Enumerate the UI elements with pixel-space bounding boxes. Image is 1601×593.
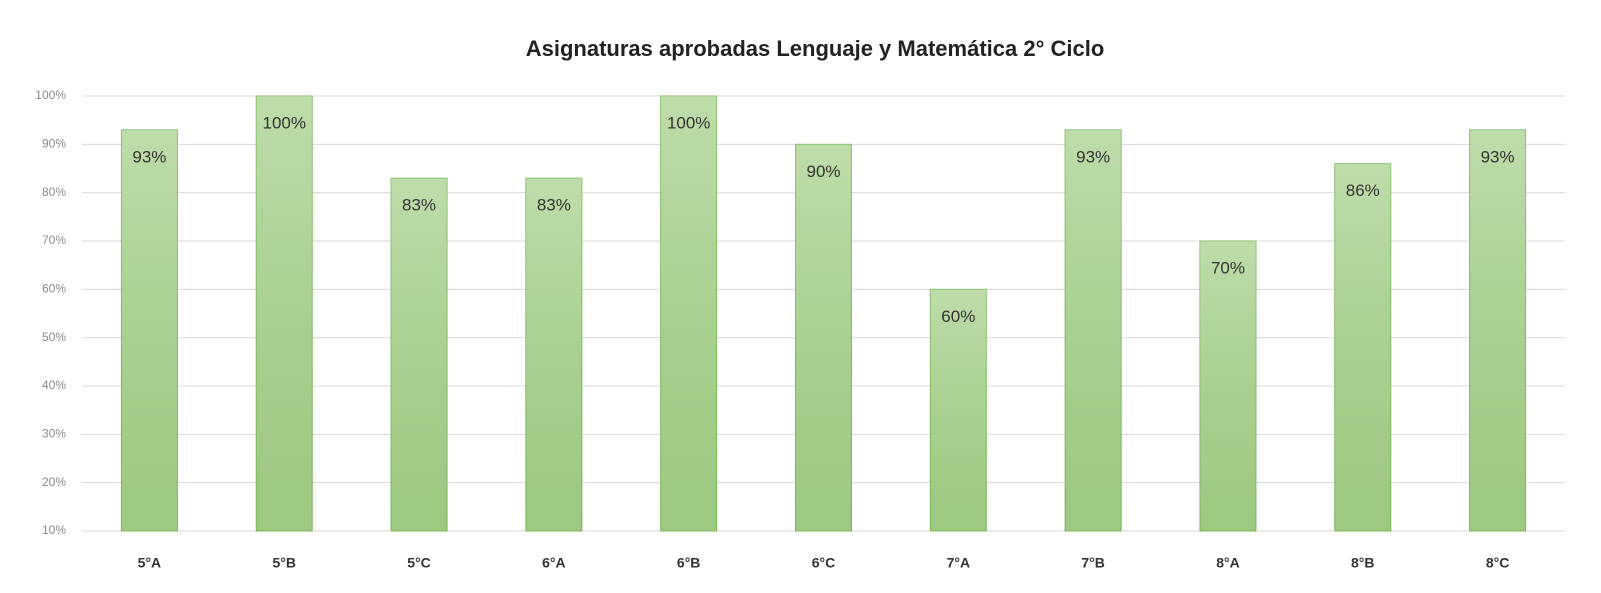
bar [525,177,583,532]
data-label: 86% [1346,181,1380,200]
data-label: 93% [1076,147,1110,166]
y-tick-label: 60% [42,282,66,296]
y-tick-label: 20% [42,475,66,489]
x-tick-label: 5°B [272,555,296,571]
x-tick-label: 8°B [1351,555,1375,571]
bar [255,95,313,532]
x-tick-label: 5°A [138,555,162,571]
data-label: 100% [262,113,305,132]
x-tick-label: 5°C [407,555,431,571]
y-tick-label: 30% [42,427,66,441]
data-label: 93% [1481,147,1515,166]
y-tick-label: 10% [42,523,66,537]
x-tick-label: 7°A [947,555,971,571]
x-tick-label: 7°B [1081,555,1105,571]
data-label: 93% [132,147,166,166]
chart-title: Asignaturas aprobadas Lenguaje y Matemát… [526,36,1105,61]
x-tick-label: 8°A [1216,555,1240,571]
data-label: 60% [941,307,975,326]
bar [390,177,448,532]
x-tick-label: 6°B [677,555,701,571]
bar [1334,163,1392,532]
data-label: 100% [667,113,710,132]
y-tick-label: 50% [42,330,66,344]
x-tick-label: 8°C [1486,555,1510,571]
x-tick-label: 6°C [812,555,836,571]
bar [1469,129,1527,532]
x-tick-label: 6°A [542,555,566,571]
bar [1199,240,1257,532]
data-label: 83% [537,196,571,215]
bar [660,95,718,532]
y-tick-label: 80% [42,185,66,199]
bar [120,129,178,532]
y-tick-label: 70% [42,233,66,247]
y-tick-label: 100% [35,88,66,102]
data-label: 70% [1211,258,1245,277]
bar [795,143,852,532]
data-label: 90% [806,162,840,181]
y-tick-label: 40% [42,378,66,392]
data-label: 83% [402,196,436,215]
y-tick-label: 90% [42,137,66,151]
bar [1064,129,1122,532]
